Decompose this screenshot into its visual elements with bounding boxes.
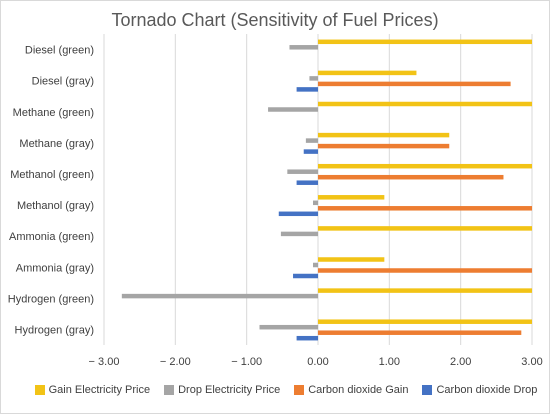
bar [318,226,532,231]
category-label: Methanol (green) [10,169,94,181]
category-label: Methanol (gray) [17,200,94,212]
bar [296,180,318,185]
legend-item: Carbon dioxide Drop [422,384,537,396]
legend-swatch [34,385,45,395]
legend-swatch [422,385,433,395]
legend-label: Carbon dioxide Gain [308,384,409,396]
bar [287,169,318,174]
legend-label: Gain Electricity Price [48,384,151,396]
bar [280,231,318,237]
bar [296,335,318,341]
x-tick-label: − 3.00 [89,356,120,368]
category-label: Ammonia (gray) [16,262,94,274]
bar [318,288,532,293]
x-tick-label: 0.00 [307,356,328,368]
bar [268,107,318,112]
chart-title: Tornado Chart (Sensitivity of Fuel Price… [111,10,439,30]
category-label: Hydrogen (gray) [15,324,94,336]
bar [289,45,318,50]
bar [318,143,450,149]
bar [309,76,318,81]
category-label: Ammonia (green) [9,231,94,243]
bar [318,70,417,76]
bar [318,81,511,87]
bar [313,200,318,206]
legend-label: Drop Electricity Price [178,384,281,396]
legend-label: Carbon dioxide Drop [436,384,538,396]
legend-item: Drop Electricity Price [164,384,280,396]
x-tick-label: 3.00 [521,356,542,368]
bar [318,39,532,45]
bar [259,324,318,330]
category-label: Methane (gray) [19,138,94,150]
bar [313,262,318,268]
bar [296,87,318,92]
legend-item: Gain Electricity Price [34,384,151,396]
x-tick-label: 2.00 [450,356,471,368]
category-label: Diesel (gray) [32,76,94,88]
category-label: Diesel (green) [25,45,94,57]
bar [318,268,532,273]
bar [318,132,450,138]
bar [303,149,318,154]
bar [318,195,385,200]
category-label: Methane (green) [13,107,94,119]
bar [278,211,318,217]
bar [318,163,532,169]
chart-legend: Gain Electricity Price Drop Electricity P… [31,384,541,396]
bar [318,101,532,107]
bar [318,206,532,211]
bar [318,330,522,335]
x-tick-label: 1.00 [379,356,400,368]
bar [293,273,318,279]
x-tick-label: − 1.00 [231,356,262,368]
bar [121,293,318,299]
bar [318,257,385,262]
bar [318,174,504,180]
bar [305,138,318,143]
category-label: Hydrogen (green) [8,293,94,305]
legend-swatch [294,385,305,395]
x-tick-label: − 2.00 [160,356,191,368]
legend-item: Carbon dioxide Gain [294,384,408,396]
bar [318,319,532,324]
legend-swatch [164,385,175,395]
